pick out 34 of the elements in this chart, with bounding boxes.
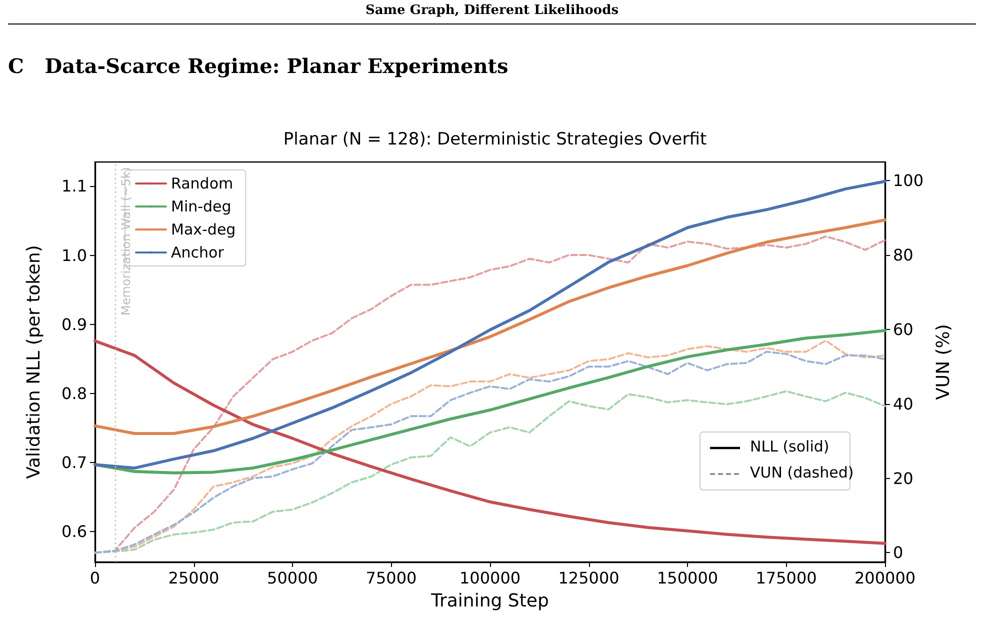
x-tick-label: 150000 — [656, 568, 718, 588]
x-tick-label: 125000 — [558, 568, 620, 588]
legend-label: Min-deg — [171, 198, 232, 216]
y-tick-label: 0.9 — [62, 314, 87, 334]
text: C Data-Scarce Regime: Planar Experiments — [8, 54, 508, 78]
y2-tick-label: 80 — [893, 246, 914, 265]
y2-tick-label: 0 — [893, 543, 904, 562]
ref-line-label: Memorization Wall (~5k) — [118, 167, 133, 316]
legend-label: Anchor — [171, 244, 225, 262]
x-axis-title: Training Step — [430, 590, 549, 612]
x-tick-label: 50000 — [267, 568, 318, 588]
x-tick-label: 75000 — [366, 568, 417, 588]
x-tick-label: 175000 — [756, 568, 817, 588]
y2-axis-title: VUN (%) — [932, 324, 954, 400]
text: Same Graph, Different Likelihoods — [365, 3, 619, 18]
chart-title: Planar (N = 128): Deterministic Strategies Overfit — [283, 130, 707, 150]
y-tick-label: 0.8 — [62, 384, 87, 403]
x-tick-label: 0 — [90, 568, 100, 588]
annotation: NLL (solid) — [750, 438, 830, 456]
y-tick-label: 1.1 — [62, 176, 87, 196]
y-tick-label: 0.7 — [62, 453, 87, 472]
annotation: VUN (dashed) — [750, 464, 854, 482]
legend-label: Max-deg — [171, 220, 236, 238]
y2-tick-label: 20 — [893, 468, 914, 488]
x-tick-label: 25000 — [168, 568, 220, 588]
y2-tick-label: 60 — [893, 320, 914, 339]
x-tick-label: 100000 — [459, 568, 521, 588]
y-tick-label: 1.0 — [62, 246, 87, 265]
y-tick-label: 0.6 — [62, 522, 87, 542]
y2-tick-label: 40 — [893, 394, 914, 414]
x-tick-label: 200000 — [854, 568, 916, 588]
y-axis-title: Validation NLL (per token) — [24, 245, 44, 479]
y2-tick-label: 100 — [893, 171, 924, 190]
legend-label: Random — [171, 174, 234, 192]
